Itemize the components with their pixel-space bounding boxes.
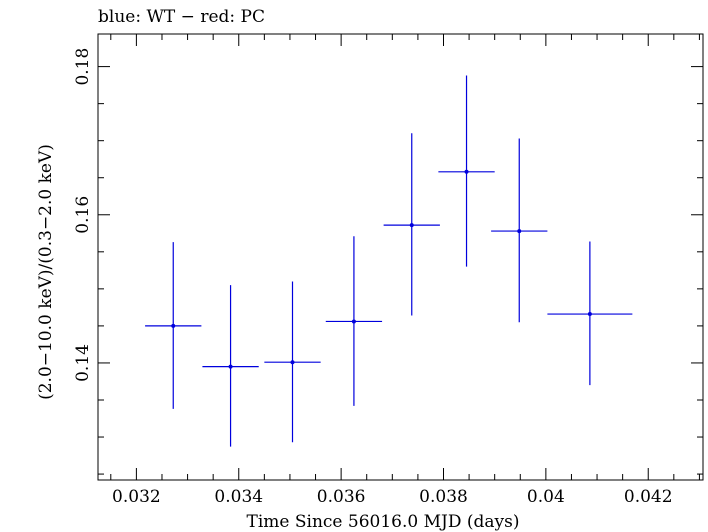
data-point [464,169,469,174]
data-point [351,319,356,324]
data-point [228,364,233,369]
x-tick-label: 0.032 [112,487,161,507]
y-tick-label: 0.18 [73,48,93,86]
data-point [171,323,176,328]
y-tick-label: 0.16 [73,196,93,234]
chart-title: blue: WT − red: PC [98,7,265,27]
y-axis-ticks [98,66,703,475]
plot-frame [97,33,704,481]
data-point [290,360,295,365]
y-tick-label: 0.14 [73,344,93,382]
data-series [145,75,633,447]
x-tick-label: 0.04 [527,487,565,507]
x-tick-label: 0.042 [624,487,673,507]
y-axis-tick-labels: 0.14 0.16 0.18 [73,48,93,382]
y-axis-label: (2.0−10.0 keV)/(0.3−2.0 keV) [36,144,56,400]
x-tick-label: 0.038 [419,487,468,507]
x-tick-label: 0.034 [214,487,263,507]
x-axis-ticks [110,34,700,480]
data-point [587,312,592,317]
x-tick-label: 0.036 [317,487,366,507]
data-point [409,223,414,228]
x-axis-label: Time Since 56016.0 MJD (days) [247,512,520,532]
data-point [517,229,522,234]
x-axis-tick-labels: 0.032 0.034 0.036 0.038 0.04 0.042 [112,487,673,507]
